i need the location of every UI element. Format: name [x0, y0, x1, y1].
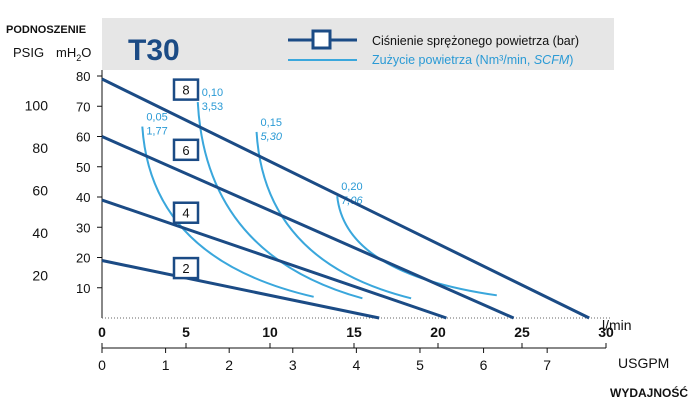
air-consumption-curve-2 — [196, 101, 363, 300]
x-tick-label-usgpm: 1 — [162, 357, 170, 373]
y-tick-label-psig: 40 — [32, 225, 48, 241]
x-tick-label-usgpm: 2 — [225, 357, 233, 373]
y-tick-label-psig: 60 — [32, 182, 48, 198]
x-tick-label-usgpm: 7 — [543, 357, 551, 373]
x-tick-label-usgpm: 0 — [98, 357, 106, 373]
y-header-lift: PODNOSZENIE — [6, 24, 86, 36]
y-tick-label-mh2o: 40 — [76, 190, 90, 205]
x-tick-label-lmin: 15 — [346, 324, 362, 340]
pressure-marker-label-6: 6 — [182, 143, 189, 158]
legend-air-italic: SCFM — [534, 53, 570, 67]
x-tick-label-usgpm: 4 — [352, 357, 360, 373]
y-tick-label-mh2o: 70 — [76, 99, 90, 114]
y-tick-label-psig: 80 — [32, 140, 48, 156]
x-tick-label-usgpm: 5 — [416, 357, 424, 373]
x-tick-label-usgpm: 6 — [480, 357, 488, 373]
air-label-top-1: 0,05 — [146, 112, 167, 124]
pressure-line-4 — [101, 198, 447, 320]
pressure-marker-label-8: 8 — [182, 83, 189, 98]
y-tick-label-mh2o: 50 — [76, 160, 90, 175]
y-tick-label-psig: 20 — [32, 267, 48, 283]
air-label-bottom-2: 3,53 — [202, 101, 223, 113]
pressure-line-8 — [101, 77, 590, 320]
legend-pressure-marker — [311, 29, 332, 50]
pressure-marker-label-2: 2 — [182, 261, 189, 276]
x-axis-label: WYDAJNOŚĆ — [610, 385, 688, 400]
pressure-marker-label-4: 4 — [182, 206, 189, 221]
y-tick-label-mh2o: 60 — [76, 130, 90, 145]
air-label-bottom-3: 5,30 — [261, 131, 283, 143]
y-tick-label-mh2o: 80 — [76, 69, 90, 84]
y-tick-label-mh2o: 10 — [76, 281, 90, 296]
air-consumption-curve-1 — [141, 126, 314, 298]
pressure-line-6 — [101, 135, 515, 320]
air-consumption-curve-3 — [255, 131, 412, 300]
legend-air-suffix: ) — [569, 53, 573, 67]
y-tick-label-mh2o: 30 — [76, 220, 90, 235]
air-label-top-3: 0,15 — [261, 117, 282, 129]
y-tick-label-mh2o: 20 — [76, 251, 90, 266]
x-tick-label-lmin: 5 — [182, 324, 190, 340]
y-header-mh2o-sub: 2 — [76, 53, 81, 63]
pressure-marker-2 — [172, 256, 200, 280]
x-unit-top: l/min — [602, 317, 632, 333]
y-tick-label-psig: 100 — [25, 97, 49, 113]
x-tick-label-lmin: 10 — [262, 324, 278, 340]
pressure-marker-6 — [172, 138, 200, 162]
x-unit-bottom: USGPM — [618, 355, 669, 371]
x-tick-label-lmin: 0 — [98, 324, 106, 340]
pressure-line-2 — [101, 259, 380, 320]
legend-air-prefix: Zużycie powietrza (Nm³/min, — [372, 53, 534, 67]
air-label-top-4: 0,20 — [341, 181, 362, 193]
pressure-marker-4 — [172, 201, 200, 224]
air-label-top-2: 0,10 — [202, 87, 223, 99]
x-tick-label-lmin: 20 — [430, 324, 446, 340]
chart-title: T30 — [128, 34, 180, 67]
y-header-mh2o-main: mH — [56, 45, 76, 60]
x-tick-label-lmin: 25 — [514, 324, 530, 340]
y-header-mh2o: mH2O — [56, 45, 91, 63]
x-tick-label-usgpm: 3 — [289, 357, 297, 373]
x-tick-label-lmin: 30 — [598, 324, 614, 340]
pressure-marker-8 — [172, 78, 200, 101]
header-band — [102, 18, 614, 70]
y-header-psig: PSIG — [13, 45, 44, 60]
air-consumption-layer: 0,051,770,103,530,155,300,207,06 — [141, 87, 497, 300]
air-label-bottom-1: 1,77 — [146, 126, 167, 138]
y-header-mh2o-tail: O — [81, 45, 91, 60]
legend-pressure-label: Ciśnienie sprężonego powietrza (bar) — [372, 34, 579, 48]
legend-air-label: Zużycie powietrza (Nm³/min, SCFM) — [372, 53, 573, 67]
legend: Ciśnienie sprężonego powietrza (bar) Zuż… — [288, 29, 579, 67]
pressure-layer: 8 6 4 2 — [101, 77, 590, 320]
